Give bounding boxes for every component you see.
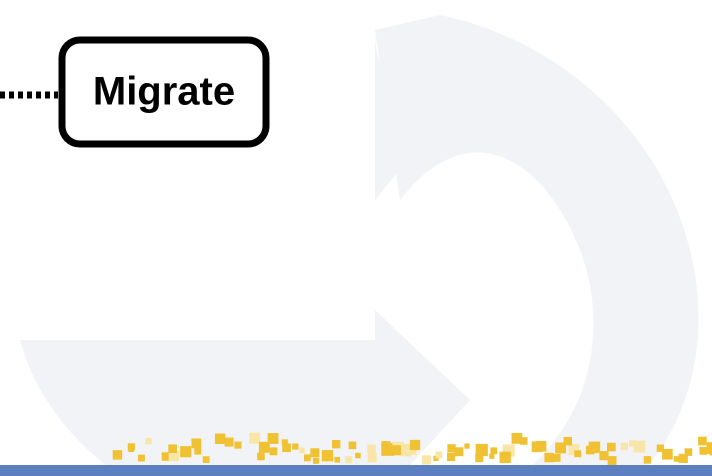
- decor-square: [455, 447, 464, 456]
- decor-square: [180, 446, 191, 457]
- decor-square: [490, 447, 497, 454]
- decor-square: [249, 433, 260, 444]
- decor-square: [586, 446, 595, 455]
- decor-square: [411, 449, 416, 454]
- decor-square: [621, 443, 628, 450]
- decor-square: [553, 454, 561, 462]
- decor-square: [607, 443, 616, 452]
- page: Migrate (() => { const data = JSON.parse…: [0, 0, 712, 476]
- decor-square: [299, 448, 305, 454]
- decor-square: [685, 448, 693, 456]
- decor-square: [435, 451, 442, 458]
- decor-square: [447, 444, 455, 452]
- decor-square: [203, 456, 210, 463]
- decor-square: [392, 445, 402, 455]
- decor-square: [520, 437, 528, 445]
- decor-square: [332, 440, 340, 448]
- decor-square: [475, 454, 483, 462]
- decor-square: [313, 458, 319, 464]
- decor-square: [422, 455, 431, 464]
- decor-square: [292, 443, 298, 449]
- decor-square: [599, 451, 608, 460]
- node-label: Migrate: [93, 70, 235, 114]
- slide: Migrate: [0, 0, 712, 476]
- decor-square: [145, 438, 151, 444]
- decor-square: [410, 440, 420, 450]
- decor-square: [464, 443, 469, 448]
- decor-square: [128, 443, 135, 450]
- decor-square: [707, 442, 712, 454]
- decor-square: [489, 454, 494, 459]
- decor-square: [234, 442, 241, 449]
- decor-square: [268, 433, 279, 444]
- decor-square: [194, 448, 201, 455]
- decor-square: [138, 455, 145, 462]
- decor-square: [310, 448, 319, 457]
- decor-square: [322, 450, 333, 461]
- decor-square: [674, 456, 680, 462]
- decor-square: [304, 454, 311, 461]
- decor-square: [225, 438, 234, 447]
- decor-square: [191, 438, 201, 448]
- bottom-bar: [0, 465, 712, 476]
- decor-square: [574, 450, 581, 457]
- decor-square: [168, 444, 177, 453]
- decor-square: [699, 447, 707, 455]
- decor-square: [662, 452, 670, 460]
- decor-square: [608, 456, 617, 465]
- decor-square: [215, 434, 225, 444]
- decor-square: [367, 445, 376, 454]
- decor-square: [368, 453, 377, 462]
- decor-square: [355, 453, 361, 459]
- decor-square: [536, 441, 547, 452]
- decor-square: [270, 447, 278, 455]
- decor-square: [447, 453, 455, 461]
- decor-square: [334, 457, 340, 463]
- decor-square: [499, 452, 510, 463]
- decor-square: [257, 453, 265, 461]
- decor-square: [698, 437, 707, 446]
- decor-square: [634, 441, 646, 453]
- decor-square: [644, 456, 651, 463]
- decor-square: [113, 450, 122, 459]
- decor-square: [564, 437, 573, 446]
- decor-square: [282, 439, 288, 445]
- decor-square: [544, 453, 553, 462]
- decor-square: [349, 442, 357, 450]
- decor-square: [345, 456, 352, 463]
